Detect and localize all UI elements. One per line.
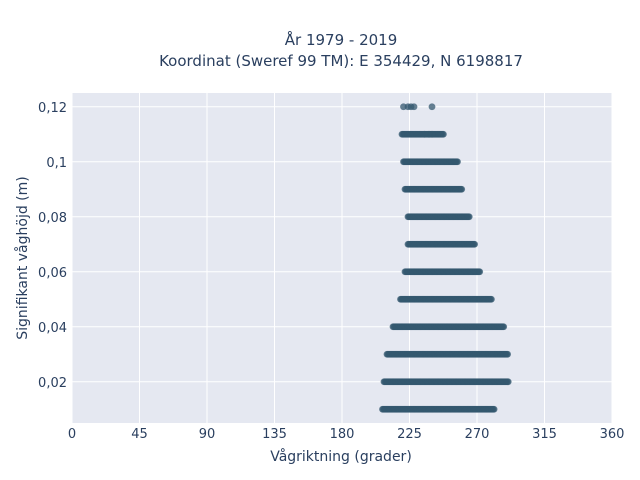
point-band bbox=[401, 185, 466, 193]
point-band bbox=[400, 158, 461, 166]
x-tick-label: 0 bbox=[68, 427, 76, 442]
x-tick-label: 360 bbox=[600, 427, 625, 442]
data-point bbox=[410, 103, 418, 111]
chart-title-line1: År 1979 - 2019 bbox=[285, 30, 398, 49]
data-point bbox=[465, 213, 473, 221]
x-tick-label: 180 bbox=[330, 427, 355, 442]
data-point bbox=[504, 350, 511, 358]
x-tick-label: 45 bbox=[131, 427, 148, 442]
data-point bbox=[490, 405, 498, 413]
data-point bbox=[440, 130, 447, 138]
data-points bbox=[379, 103, 512, 413]
x-tick-labels: 0 45 90 135 180 225 270 315 360 bbox=[68, 427, 625, 442]
chart-title-line2: Koordinat (Sweref 99 TM): E 354429, N 61… bbox=[159, 52, 523, 70]
point-band bbox=[404, 213, 473, 221]
y-tick-label: 0,12 bbox=[38, 101, 67, 116]
y-tick-label: 0,02 bbox=[38, 376, 67, 391]
y-tick-label: 0,08 bbox=[38, 211, 67, 226]
data-point bbox=[458, 185, 466, 193]
data-point bbox=[454, 158, 461, 166]
point-band bbox=[379, 405, 498, 413]
point-band bbox=[383, 350, 511, 358]
x-axis-label: Vågriktning (grader) bbox=[270, 448, 412, 465]
data-point bbox=[428, 103, 436, 111]
grid-lines bbox=[71, 93, 613, 423]
point-band bbox=[380, 378, 512, 386]
y-tick-label: 0,04 bbox=[38, 321, 67, 336]
y-tick-label: 0,06 bbox=[38, 266, 67, 281]
y-tick-label: 0,1 bbox=[46, 156, 67, 171]
x-tick-label: 315 bbox=[532, 427, 557, 442]
point-band bbox=[404, 240, 478, 248]
data-point bbox=[471, 240, 478, 248]
data-point bbox=[504, 378, 512, 386]
x-tick-label: 90 bbox=[199, 427, 216, 442]
x-tick-label: 135 bbox=[262, 427, 287, 442]
y-axis-label: Signifikant våghöjd (m) bbox=[14, 176, 31, 339]
x-tick-label: 225 bbox=[397, 427, 422, 442]
point-band bbox=[401, 268, 484, 276]
data-point bbox=[428, 130, 436, 138]
point-band bbox=[389, 323, 508, 331]
x-tick-label: 270 bbox=[465, 427, 490, 442]
data-point bbox=[500, 323, 508, 331]
data-point bbox=[488, 295, 495, 303]
data-point bbox=[476, 268, 484, 276]
y-tick-labels: 0,02 0,04 0,06 0,08 0,1 0,12 bbox=[38, 101, 67, 391]
point-band bbox=[397, 295, 495, 303]
